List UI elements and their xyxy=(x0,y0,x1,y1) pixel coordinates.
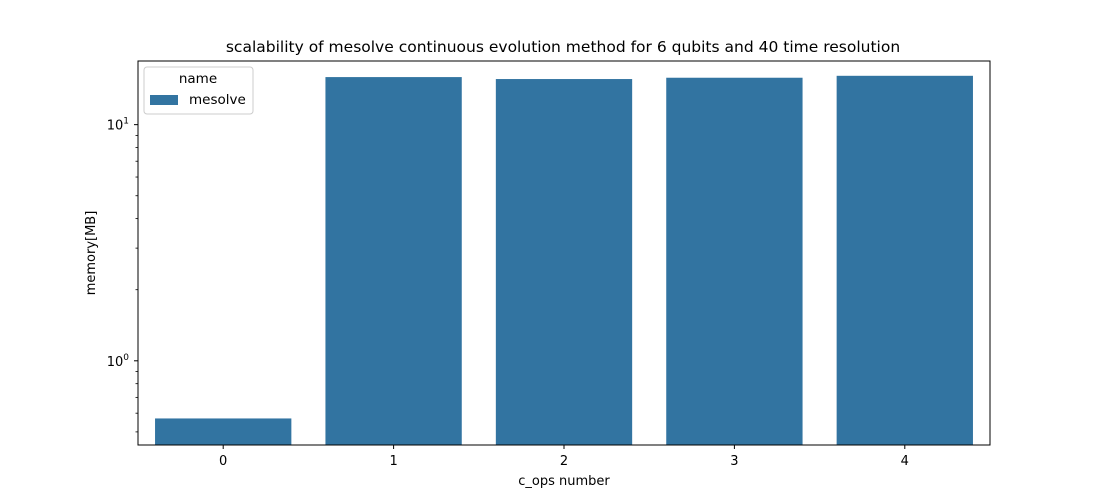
x-tick-label-4: 4 xyxy=(901,454,909,469)
y-tick-label-10-0: 100 xyxy=(107,353,130,370)
x-tick-label-3: 3 xyxy=(730,454,738,469)
bar-2 xyxy=(495,79,633,446)
y-axis-label: memory[MB] xyxy=(84,211,99,296)
bars-layer xyxy=(155,75,973,446)
x-axis-label: c_ops number xyxy=(518,474,610,489)
plot-frame xyxy=(137,60,991,446)
x-tick-label-0: 0 xyxy=(219,454,227,469)
bar-4 xyxy=(836,75,973,446)
x-tick-label-1: 1 xyxy=(389,454,397,469)
bar-0 xyxy=(155,418,292,445)
legend-title: name xyxy=(179,71,217,87)
x-tick-label-2: 2 xyxy=(560,454,568,469)
x-ticks: 0 1 2 3 4 xyxy=(219,445,909,469)
bar-1 xyxy=(325,77,462,445)
y-major-ticks: 100 101 xyxy=(107,117,138,370)
bar-3 xyxy=(666,77,803,446)
y-tick-label-10-1: 101 xyxy=(107,117,129,134)
chart-title: scalability of mesolve continuous evolut… xyxy=(226,38,900,56)
legend: name mesolve xyxy=(143,66,254,115)
legend-swatch-mesolve xyxy=(150,95,178,105)
legend-label-mesolve: mesolve xyxy=(189,92,246,108)
